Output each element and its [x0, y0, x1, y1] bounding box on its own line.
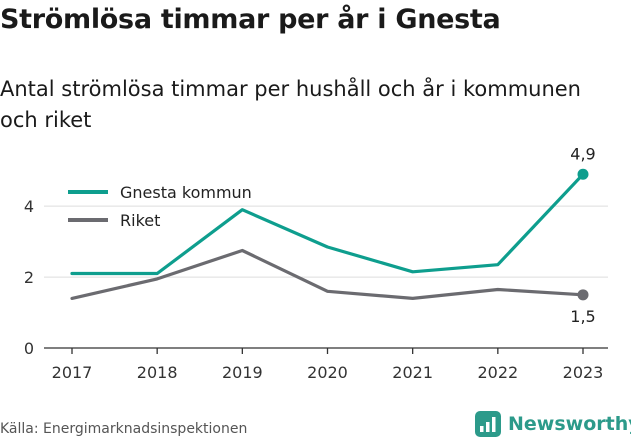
x-tick-label-2020: 2020 — [307, 363, 348, 382]
legend-label-gnesta: Gnesta kommun — [120, 183, 252, 202]
data-point-gnesta-2023 — [577, 168, 589, 180]
series-line-gnesta — [70, 172, 585, 276]
end-label-riket: 1,5 — [570, 307, 595, 326]
chart-subtitle: Antal strömlösa timmar per hushåll och å… — [0, 77, 581, 132]
brand-name: Newsworthy — [508, 413, 631, 435]
x-tick-label-2019: 2019 — [222, 363, 263, 382]
x-axis-ticks: 2017 2018 2019 2020 2021 2022 2023 — [52, 348, 604, 382]
data-point-riket-2023 — [577, 289, 589, 301]
brand-logo[interactable]: Newsworthy — [475, 410, 631, 438]
x-tick-label-2022: 2022 — [477, 363, 518, 382]
legend: Gnesta kommun Riket — [68, 183, 252, 230]
newsworthy-logo-icon — [475, 411, 501, 437]
series-line-riket — [70, 248, 585, 300]
chart-title: Strömlösa timmar per år i Gnesta — [0, 4, 501, 35]
y-axis-tick-labels: 0 2 4 — [24, 197, 34, 358]
y-tick-label-2: 2 — [24, 268, 34, 287]
end-label-gnesta: 4,9 — [570, 144, 595, 163]
x-tick-label-2018: 2018 — [137, 363, 178, 382]
grid-lines — [44, 205, 608, 278]
end-value-labels: 4,9 1,5 — [570, 144, 595, 326]
y-tick-label-4: 4 — [24, 197, 34, 216]
series-lines — [70, 168, 589, 301]
y-tick-label-0: 0 — [24, 339, 34, 358]
source-note: Källa: Energimarknadsinspektionen — [0, 421, 248, 437]
x-tick-label-2023: 2023 — [563, 363, 604, 382]
x-tick-label-2021: 2021 — [392, 363, 433, 382]
x-tick-label-2017: 2017 — [52, 363, 93, 382]
legend-label-riket: Riket — [120, 211, 160, 230]
